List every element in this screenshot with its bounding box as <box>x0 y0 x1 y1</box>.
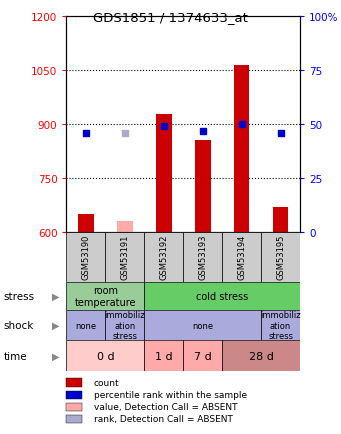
Text: immobiliz
ation
stress: immobiliz ation stress <box>105 311 145 340</box>
Text: room
temperature: room temperature <box>75 286 136 307</box>
Bar <box>234 66 250 232</box>
Bar <box>261 232 300 282</box>
Text: none: none <box>192 321 213 330</box>
Bar <box>183 232 222 282</box>
Text: percentile rank within the sample: percentile rank within the sample <box>94 390 247 399</box>
Text: immobiliz
ation
stress: immobiliz ation stress <box>260 311 301 340</box>
Bar <box>66 341 144 371</box>
Text: none: none <box>75 321 97 330</box>
Text: GSM53195: GSM53195 <box>276 234 285 280</box>
Text: ▶: ▶ <box>52 351 60 361</box>
Text: GDS1851 / 1374633_at: GDS1851 / 1374633_at <box>93 11 248 24</box>
Text: shock: shock <box>3 321 34 330</box>
Text: time: time <box>3 351 27 361</box>
Text: ▶: ▶ <box>52 292 60 301</box>
Text: 1 d: 1 d <box>155 351 173 361</box>
Bar <box>66 282 144 310</box>
Text: cold stress: cold stress <box>196 291 248 301</box>
Bar <box>183 341 222 371</box>
Bar <box>66 310 105 341</box>
Bar <box>261 310 300 341</box>
Text: stress: stress <box>3 292 34 301</box>
Text: GSM53192: GSM53192 <box>159 234 168 280</box>
Bar <box>273 207 288 232</box>
Bar <box>105 310 144 341</box>
Text: GSM53193: GSM53193 <box>198 234 207 280</box>
Bar <box>105 232 144 282</box>
Text: ▶: ▶ <box>52 321 60 330</box>
Bar <box>144 282 300 310</box>
Bar <box>144 310 261 341</box>
Text: GSM53191: GSM53191 <box>120 234 129 280</box>
Text: 0 d: 0 d <box>97 351 114 361</box>
Text: 28 d: 28 d <box>249 351 273 361</box>
Bar <box>117 221 133 232</box>
Text: 7 d: 7 d <box>194 351 212 361</box>
Bar <box>222 232 261 282</box>
Bar <box>195 141 210 232</box>
Bar <box>144 341 183 371</box>
Text: GSM53194: GSM53194 <box>237 234 246 280</box>
Bar <box>222 341 300 371</box>
Bar <box>144 232 183 282</box>
Text: rank, Detection Call = ABSENT: rank, Detection Call = ABSENT <box>94 414 233 424</box>
Bar <box>156 115 172 232</box>
Bar <box>78 215 94 232</box>
Bar <box>66 232 105 282</box>
Text: value, Detection Call = ABSENT: value, Detection Call = ABSENT <box>94 402 237 411</box>
Text: GSM53190: GSM53190 <box>81 234 90 280</box>
Text: count: count <box>94 378 119 387</box>
